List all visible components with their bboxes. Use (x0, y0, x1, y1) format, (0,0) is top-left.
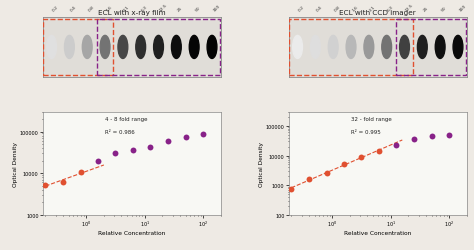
Point (305, 178, 313, 182)
Point (146, 145, 154, 149)
Bar (289, 20, 413, 76)
Point (446, 133, 453, 137)
Text: 0.2: 0.2 (298, 5, 305, 13)
Bar (43, 20, 113, 76)
Point (340, 163, 348, 167)
Text: 1.6: 1.6 (351, 5, 359, 13)
Point (59, 180, 67, 184)
Point (111, 152, 119, 156)
Point (375, 150, 383, 154)
Ellipse shape (292, 36, 302, 59)
X-axis label: Relative Concentration: Relative Concentration (98, 230, 165, 235)
Ellipse shape (453, 36, 463, 59)
Text: 1.6: 1.6 (105, 5, 113, 13)
Ellipse shape (100, 36, 110, 59)
Ellipse shape (189, 36, 199, 59)
Text: 0.8: 0.8 (87, 5, 95, 13)
Ellipse shape (400, 36, 410, 59)
Ellipse shape (364, 36, 374, 59)
Title: ECL with x-ray film: ECL with x-ray film (98, 10, 165, 16)
Text: 25: 25 (176, 6, 183, 13)
Title: ECL with CCD imager: ECL with CCD imager (339, 10, 416, 16)
Point (129, 148, 137, 152)
Y-axis label: Optical Density: Optical Density (259, 141, 264, 186)
Ellipse shape (82, 36, 92, 59)
Text: 100: 100 (212, 4, 221, 13)
Bar (97, 20, 220, 76)
Text: 6.3: 6.3 (141, 5, 148, 13)
Point (428, 134, 436, 138)
Text: R² = 0.986: R² = 0.986 (105, 130, 135, 135)
Point (182, 135, 190, 139)
Text: 6.3: 6.3 (387, 5, 394, 13)
Ellipse shape (310, 36, 320, 59)
Text: 50: 50 (440, 6, 447, 13)
Point (77, 171, 84, 175)
Text: 0.4: 0.4 (315, 5, 323, 13)
Point (164, 140, 172, 144)
Bar (396, 20, 466, 76)
Ellipse shape (207, 36, 217, 59)
Ellipse shape (435, 36, 445, 59)
Y-axis label: Optical Density: Optical Density (13, 141, 18, 186)
Text: 0.8: 0.8 (333, 5, 341, 13)
Text: 32 - fold range: 32 - fold range (351, 116, 392, 121)
Ellipse shape (64, 36, 74, 59)
Text: 12.5: 12.5 (404, 3, 414, 13)
Text: 0.2: 0.2 (52, 5, 59, 13)
Point (357, 155, 365, 159)
Ellipse shape (136, 36, 146, 59)
Text: R² = 0.995: R² = 0.995 (351, 130, 381, 135)
Ellipse shape (118, 36, 128, 59)
Point (200, 132, 207, 136)
Point (323, 171, 330, 175)
Text: 4 - 8 fold range: 4 - 8 fold range (105, 116, 147, 121)
Point (42, 183, 49, 187)
Ellipse shape (328, 36, 338, 59)
Point (94, 159, 102, 163)
Ellipse shape (418, 36, 427, 59)
Text: 50: 50 (194, 6, 201, 13)
Ellipse shape (172, 36, 181, 59)
Text: 12.5: 12.5 (158, 3, 168, 13)
X-axis label: Relative Concentration: Relative Concentration (344, 230, 411, 235)
Point (392, 143, 400, 147)
Ellipse shape (46, 36, 56, 59)
Text: 3.1: 3.1 (123, 5, 130, 13)
Text: 0.4: 0.4 (69, 5, 77, 13)
Point (288, 187, 295, 191)
Text: 3.1: 3.1 (369, 5, 376, 13)
Ellipse shape (346, 36, 356, 59)
Ellipse shape (154, 36, 164, 59)
Text: 25: 25 (422, 6, 429, 13)
Text: 100: 100 (458, 4, 466, 13)
Point (410, 137, 418, 141)
Ellipse shape (382, 36, 392, 59)
